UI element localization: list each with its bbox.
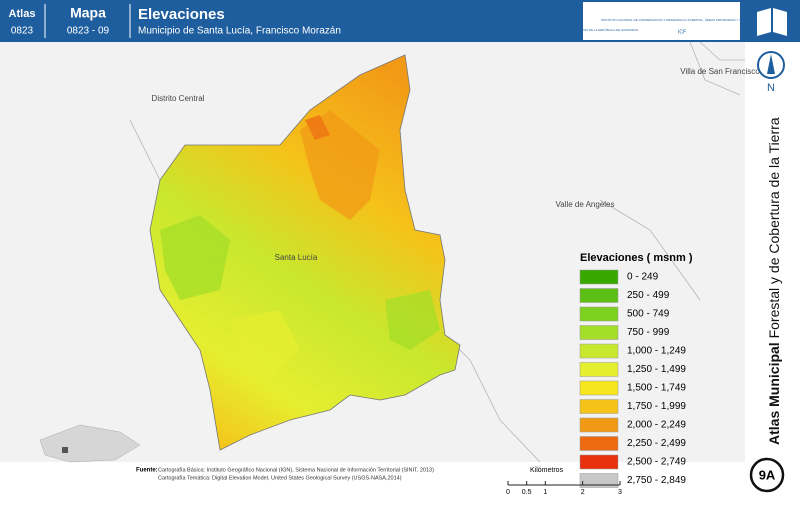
north-label: N (767, 82, 775, 94)
subtitle: Municipio de Santa Lucía, Francisco Mora… (138, 26, 341, 37)
scale-tick-label: 3 (618, 489, 622, 496)
atlas-code: 0823 (11, 26, 34, 37)
elevation-zones (160, 110, 440, 380)
sidebar-title-rest: Forestal y de Cobertura de la Tierra (766, 117, 782, 338)
legend-label: 250 - 499 (627, 290, 670, 301)
atlas-label: Atlas (9, 8, 36, 20)
sidebar-title: Atlas Municipal Forestal y de Cobertura … (766, 117, 782, 445)
legend: 0 - 249 250 - 499 500 - 749 750 - 999 1,000 … (579, 269, 686, 488)
sheet-number: 9A (759, 467, 776, 482)
scale-tick-label: 0.5 (522, 489, 532, 496)
logo-acronym: ICF (678, 29, 686, 35)
legend-label: 2,500 - 2,749 (627, 457, 686, 468)
legend-swatch (579, 417, 619, 433)
logo-box (583, 2, 740, 40)
sheet-badge (749, 457, 785, 493)
scale-tick-label: 0 (506, 489, 510, 496)
source-label: Fuente: (136, 468, 158, 474)
legend-swatch (579, 473, 619, 488)
map-label: Mapa (70, 5, 106, 21)
scale-unit: Kilómetros (530, 467, 564, 474)
inset-location (62, 447, 68, 453)
legend-label: 750 - 999 (627, 327, 670, 338)
legend-swatch (579, 325, 619, 340)
book-icon (757, 8, 787, 36)
source-line: Cartografía Básica: Instituto Geográfico… (158, 467, 434, 473)
legend-swatch (579, 436, 619, 451)
legend-label: 1,000 - 1,249 (627, 346, 686, 357)
legend-label: 2,250 - 2,499 (627, 438, 686, 449)
logo-left: GOBIERNO DE LA REPÚBLICA DE HONDURAS (572, 27, 638, 32)
legend-swatch (579, 288, 619, 303)
legend-label: 1,500 - 1,749 (627, 383, 686, 394)
sidebar-title-bold: Atlas Municipal (766, 342, 782, 445)
legend-label: 2,750 - 2,849 (627, 475, 686, 486)
scale-tick-label: 1 (543, 489, 547, 496)
scale-tick-label: 2 (581, 489, 585, 496)
legend-swatch (579, 380, 619, 396)
legend-swatch (579, 306, 619, 322)
legend-swatch (579, 343, 619, 359)
legend-swatch (579, 454, 619, 470)
legend-label: 1,750 - 1,999 (627, 401, 686, 412)
place-label: Villa de San Francisco (680, 67, 760, 76)
legend-swatch (579, 269, 619, 285)
place-label: Distrito Central (152, 94, 205, 103)
place-label: Valle de Angeles (555, 200, 614, 209)
logo-right: INSTITUTO NACIONAL DE CONSERVACIÓN Y DES… (601, 17, 763, 22)
north-arrow (767, 54, 775, 74)
legend-swatch (579, 399, 619, 414)
scale-bar: 0 0.5 1 2 3 Kilómetros (506, 467, 622, 496)
legend-label: 500 - 749 (627, 309, 670, 320)
legend-title: Elevaciones ( msnm ) (580, 252, 693, 264)
north-circle (757, 51, 785, 79)
map-code: 0823 - 09 (67, 26, 110, 37)
legend-label: 1,250 - 1,499 (627, 364, 686, 375)
legend-label: 2,000 - 2,249 (627, 420, 686, 431)
source-line: Cartografía Temática: Digital Elevation … (158, 475, 402, 481)
title: Elevaciones (138, 6, 225, 23)
municipality-elevation (149, 54, 461, 451)
place-label: Santa Lucía (275, 253, 318, 262)
legend-swatch (579, 362, 619, 377)
legend-label: 0 - 249 (627, 272, 659, 283)
